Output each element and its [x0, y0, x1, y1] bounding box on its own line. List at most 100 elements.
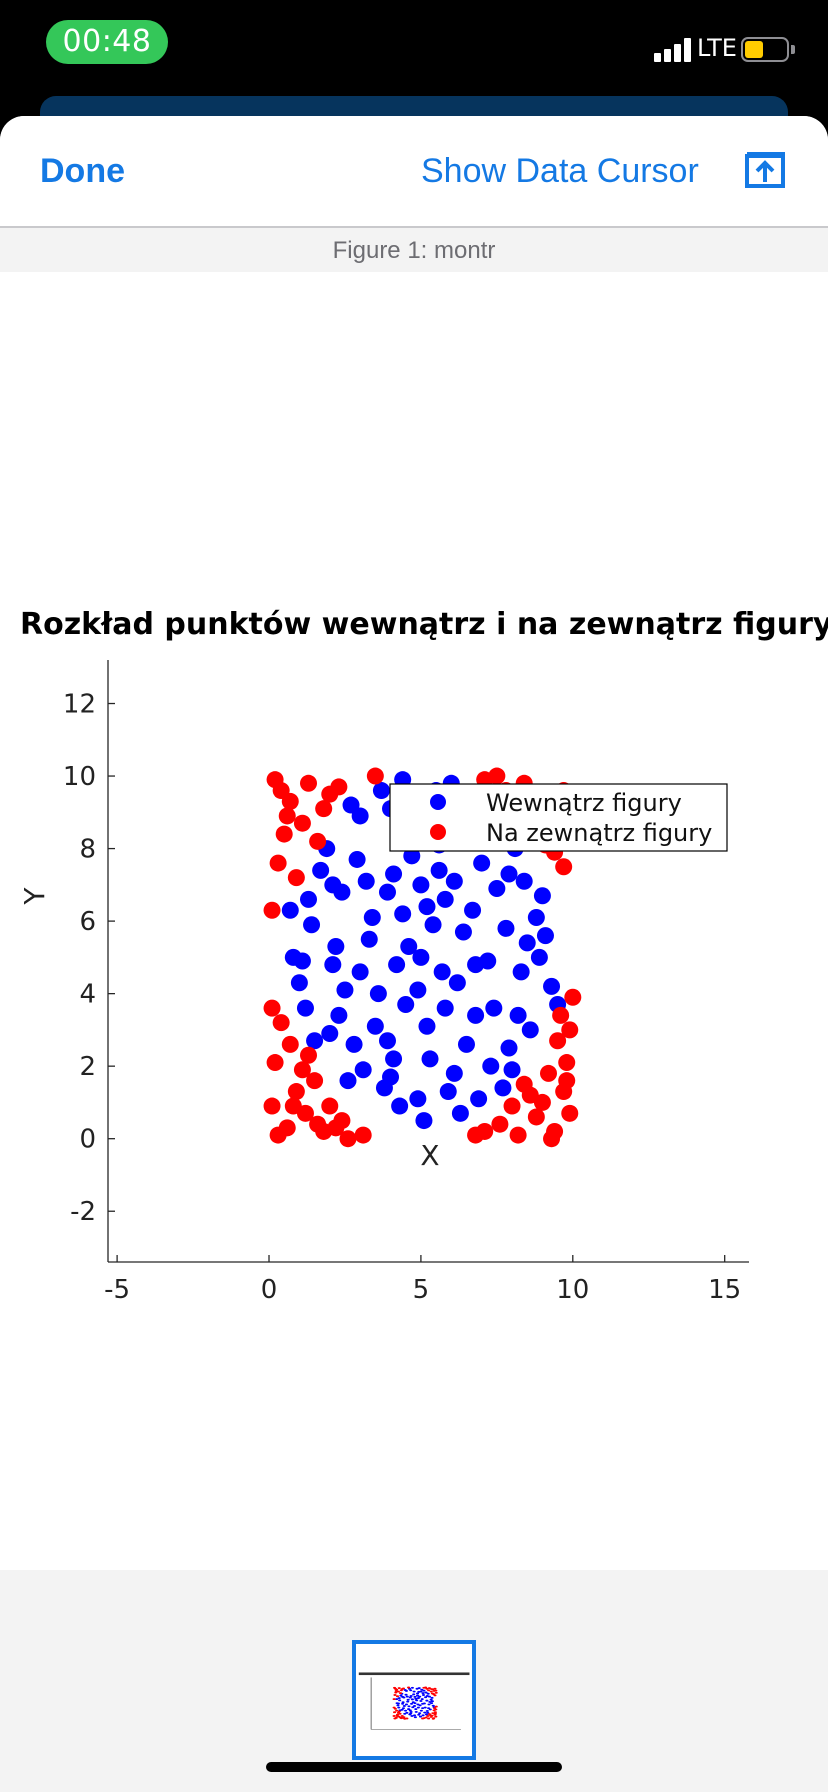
- data-point: [430, 861, 448, 879]
- show-data-cursor-button[interactable]: Show Data Cursor: [421, 152, 699, 190]
- data-point: [296, 999, 314, 1017]
- data-point: [558, 1054, 576, 1072]
- data-point: [357, 872, 375, 890]
- data-point: [539, 1064, 557, 1082]
- status-time[interactable]: 00:48: [46, 20, 168, 64]
- share-icon[interactable]: [744, 148, 786, 190]
- y-tick-label: 0: [79, 1125, 96, 1155]
- y-tick-label: -2: [70, 1197, 96, 1227]
- data-point: [397, 996, 415, 1014]
- data-point: [269, 1126, 287, 1144]
- battery-level: [745, 41, 763, 58]
- data-point: [527, 908, 545, 926]
- network-type: LTE: [697, 34, 737, 62]
- data-point: [363, 908, 381, 926]
- data-point: [464, 901, 482, 919]
- data-point: [345, 1035, 363, 1053]
- data-point: [418, 1017, 436, 1035]
- data-point: [558, 1072, 576, 1090]
- data-point: [509, 1006, 527, 1024]
- data-point: [378, 883, 396, 901]
- figure-window-title: Figure 1: montr: [0, 230, 828, 272]
- data-point: [424, 916, 442, 934]
- data-point: [497, 919, 515, 937]
- data-point: [324, 876, 342, 894]
- series-0: [281, 771, 567, 1130]
- y-tick-label: 2: [79, 1052, 96, 1082]
- x-tick-label: -5: [104, 1275, 130, 1305]
- data-point: [263, 1097, 281, 1115]
- data-point: [421, 1050, 439, 1068]
- data-point: [552, 1006, 570, 1024]
- data-point: [391, 1097, 409, 1115]
- legend-marker-inside: [430, 794, 446, 810]
- data-point: [290, 974, 308, 992]
- data-point: [521, 1021, 539, 1039]
- data-point: [360, 930, 378, 948]
- data-point: [293, 952, 311, 970]
- data-point: [515, 1075, 533, 1093]
- data-point: [354, 1126, 372, 1144]
- data-point: [300, 890, 318, 908]
- data-point: [454, 923, 472, 941]
- data-point: [324, 956, 342, 974]
- data-point: [266, 1054, 284, 1072]
- chart-title: Rozkład punktów wewnątrz i na zewnątrz f…: [20, 607, 828, 642]
- data-point: [306, 1032, 324, 1050]
- figure-canvas[interactable]: -5 0 5 10 15 -2 0 2 4 6 8 10 12 Rozkład punktów wewn…: [0, 272, 828, 1570]
- home-indicator: [266, 1762, 562, 1772]
- data-point: [354, 1061, 372, 1079]
- data-point: [293, 814, 311, 832]
- data-point: [303, 916, 321, 934]
- x-tick-label: 5: [413, 1275, 430, 1305]
- battery-cap: [791, 45, 795, 54]
- cellular-signal-icon: [654, 38, 692, 62]
- data-point: [530, 948, 548, 966]
- data-point: [336, 981, 354, 999]
- done-button[interactable]: Done: [40, 152, 125, 190]
- data-point: [412, 948, 430, 966]
- data-point: [309, 1115, 327, 1133]
- data-point: [321, 1097, 339, 1115]
- navigation-bar: Done Show Data Cursor: [0, 116, 828, 228]
- data-point: [263, 999, 281, 1017]
- data-point: [536, 927, 554, 945]
- data-point: [309, 832, 327, 850]
- y-axis-label: Y: [18, 887, 51, 906]
- data-point: [439, 1083, 457, 1101]
- thumbnail-preview: [358, 1672, 470, 1730]
- y-tick-label: 4: [79, 980, 96, 1010]
- data-point: [330, 1006, 348, 1024]
- data-point: [436, 890, 454, 908]
- data-point: [467, 1126, 485, 1144]
- y-tick-label: 12: [63, 690, 96, 720]
- data-point: [457, 1035, 475, 1053]
- data-point: [300, 774, 318, 792]
- data-point: [549, 1032, 567, 1050]
- data-point: [272, 782, 290, 800]
- data-point: [482, 1057, 500, 1075]
- points-layer: [263, 767, 582, 1148]
- data-point: [315, 800, 333, 818]
- data-point: [339, 1130, 357, 1148]
- data-point: [327, 1119, 345, 1137]
- y-tick-label: 6: [79, 907, 96, 937]
- data-point: [494, 1079, 512, 1097]
- figure-thumbnail-strip: [0, 1570, 828, 1792]
- y-tick-label: 8: [79, 835, 96, 865]
- data-point: [400, 937, 418, 955]
- figure-thumbnail[interactable]: [352, 1640, 476, 1760]
- x-tick-label: 15: [708, 1275, 741, 1305]
- data-point: [287, 869, 305, 887]
- data-point: [284, 1097, 302, 1115]
- data-point: [448, 974, 466, 992]
- data-point: [385, 1050, 403, 1068]
- data-point: [561, 1104, 579, 1122]
- battery-icon: [741, 37, 789, 62]
- x-tick-label: 10: [556, 1275, 589, 1305]
- data-point: [451, 1104, 469, 1122]
- data-point: [388, 956, 406, 974]
- data-point: [351, 963, 369, 981]
- status-bar: 00:48 LTE: [0, 0, 828, 96]
- data-point: [491, 1115, 509, 1133]
